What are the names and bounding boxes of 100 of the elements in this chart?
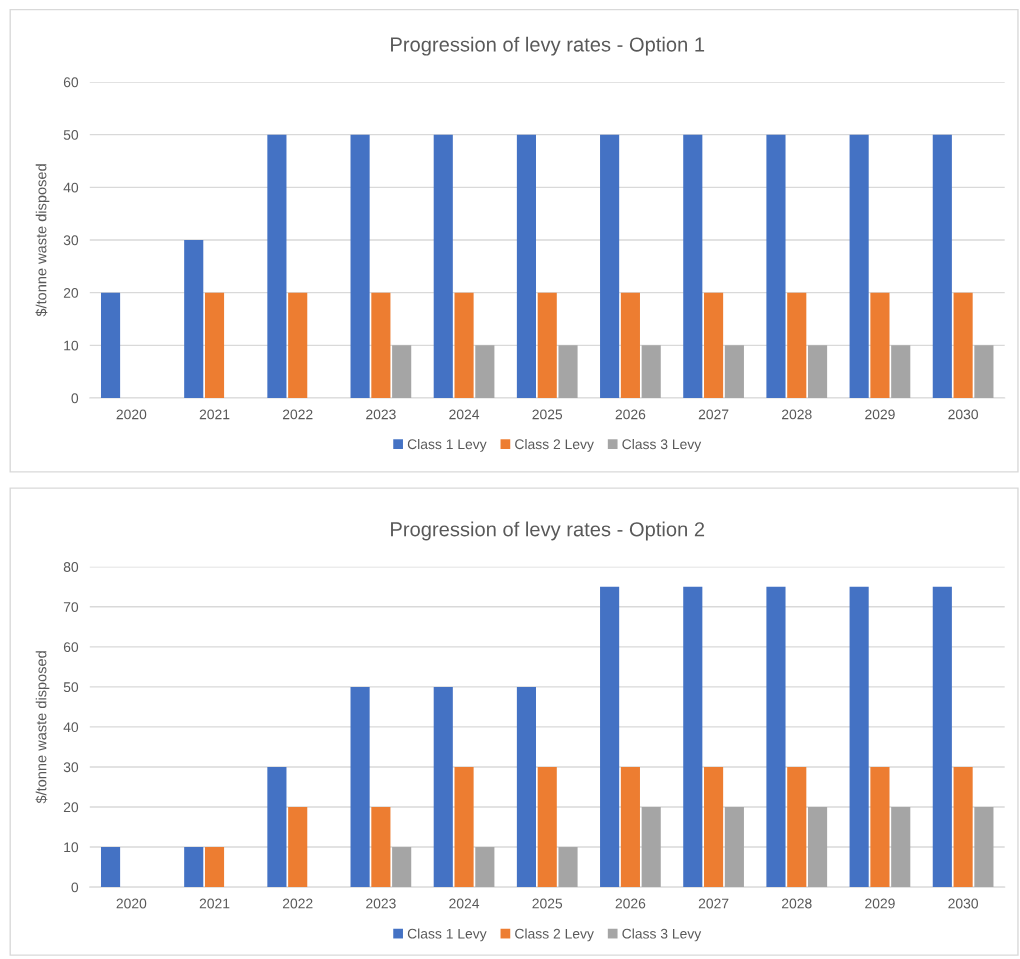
bar: [184, 847, 204, 888]
bar: [641, 807, 661, 888]
bar: [288, 292, 308, 398]
x-tick-label: 2030: [948, 898, 979, 909]
x-tick-label: 2022: [282, 898, 313, 909]
y-tick-label: 60: [63, 77, 79, 88]
bar: [870, 292, 890, 398]
bar: [371, 292, 391, 398]
chart-title: Progression of levy rates - Option 2: [391, 521, 705, 541]
bar: [537, 766, 557, 888]
x-tick-label: 2021: [199, 409, 230, 420]
bar: [184, 239, 204, 398]
bar: [392, 345, 412, 398]
bar: [932, 586, 952, 888]
x-tick-label: 2024: [449, 409, 480, 420]
bar: [475, 847, 495, 888]
bar: [371, 807, 391, 888]
legend-label: Class 2 Levy: [515, 928, 594, 942]
bar: [204, 292, 225, 398]
bar: [267, 766, 287, 888]
bar: [724, 807, 744, 888]
bar: [787, 292, 807, 398]
bar: [724, 345, 744, 398]
bar: [516, 134, 536, 398]
bar: [807, 345, 828, 398]
bar: [204, 847, 225, 888]
x-tick-label: 2028: [782, 409, 812, 420]
x-tick-label: 2022: [282, 409, 313, 420]
bar: [558, 847, 578, 888]
bar: [891, 345, 911, 398]
y-tick-label: 30: [63, 762, 79, 773]
x-tick-label: 2029: [865, 409, 895, 420]
x-tick-label: 2020: [116, 409, 147, 420]
y-tick-label: 0: [71, 882, 79, 893]
bar: [454, 766, 474, 888]
x-tick-label: 2028: [782, 898, 812, 909]
bar: [433, 686, 453, 888]
bar: [558, 345, 578, 398]
bar: [641, 345, 661, 398]
y-tick-label: 60: [63, 642, 79, 653]
bar: [683, 134, 703, 398]
x-tick-label: 2027: [698, 898, 729, 909]
bar: [870, 766, 890, 888]
y-tick-label: 30: [63, 235, 79, 246]
x-tick-label: 2024: [449, 898, 480, 909]
bar: [288, 807, 308, 888]
y-tick-label: 40: [63, 182, 79, 193]
legend-label: Class 2 Levy: [515, 438, 594, 452]
x-tick-label: 2030: [948, 409, 979, 420]
y-tick-label: 0: [71, 393, 79, 404]
x-tick-label: 2027: [698, 409, 729, 420]
x-tick-label: 2026: [615, 898, 646, 909]
x-tick-label: 2025: [532, 898, 563, 909]
y-tick-label: 50: [63, 682, 79, 693]
bar: [849, 586, 869, 888]
y-tick-label: 70: [63, 602, 79, 612]
y-tick-label: 20: [63, 287, 79, 298]
bar: [849, 134, 869, 398]
bar: [475, 345, 495, 398]
bar: [350, 686, 370, 888]
y-tick-label: 40: [63, 722, 79, 733]
y-axis-title: $/tonne waste disposed: [35, 651, 50, 804]
bar: [974, 807, 994, 888]
x-tick-label: 2023: [366, 898, 396, 909]
legend-label: Class 1 Levy: [407, 438, 487, 452]
bar: [932, 134, 952, 398]
bar: [953, 292, 973, 398]
bar: [620, 292, 640, 398]
bar: [953, 766, 973, 888]
x-tick-label: 2026: [615, 409, 646, 420]
bar: [620, 766, 640, 888]
bar: [787, 766, 807, 888]
bar: [433, 134, 453, 398]
bar: [350, 134, 370, 398]
bar: [100, 292, 121, 398]
bar: [683, 586, 703, 888]
chart-title: Progression of levy rates - Option 1: [391, 36, 705, 56]
legend-label: Class 3 Levy: [622, 928, 702, 942]
bar: [392, 847, 412, 888]
x-tick-label: 2021: [199, 898, 230, 909]
bar: [600, 586, 620, 888]
bar: [600, 134, 620, 398]
bar: [454, 292, 474, 398]
legend-label: Class 1 Levy: [407, 928, 487, 942]
y-axis-title: $/tonne waste disposed: [35, 164, 50, 317]
bar: [891, 807, 911, 888]
x-tick-label: 2020: [116, 898, 147, 909]
legend-label: Class 3 Levy: [622, 438, 702, 452]
bar: [766, 134, 786, 398]
y-tick-label: 50: [63, 129, 79, 140]
bar: [807, 807, 828, 888]
bar: [267, 134, 287, 398]
x-tick-label: 2023: [366, 409, 396, 420]
bar: [100, 847, 121, 888]
bar: [974, 345, 994, 398]
x-tick-label: 2025: [532, 409, 563, 420]
y-tick-label: 20: [63, 802, 79, 813]
y-tick-label: 80: [63, 562, 79, 572]
y-tick-label: 10: [64, 842, 79, 853]
bar: [537, 292, 557, 398]
